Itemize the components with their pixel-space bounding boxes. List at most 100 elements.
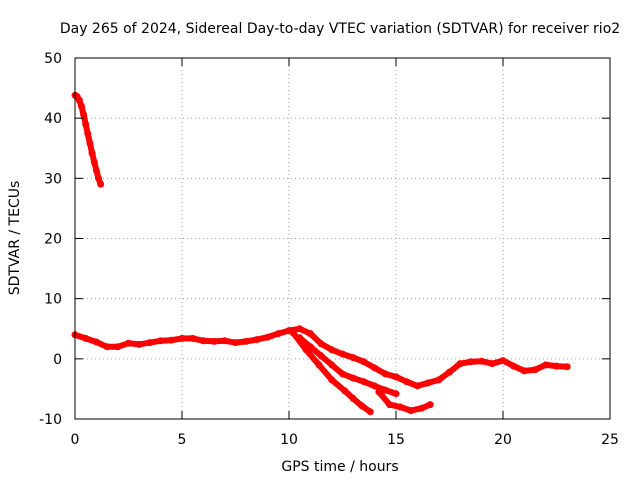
x-tick-label: 25 (601, 432, 619, 448)
data-point (531, 366, 539, 374)
data-point (232, 339, 239, 347)
x-tick-label: 5 (178, 432, 187, 448)
data-point (317, 352, 325, 360)
data-point (328, 346, 336, 354)
data-point (80, 111, 88, 119)
data-point (146, 339, 154, 347)
data-point (366, 408, 374, 416)
y-tick-labels: -10 0 10 20 30 40 50 (39, 51, 62, 428)
data-point (381, 386, 389, 394)
data-point (84, 130, 92, 138)
data-point (306, 343, 314, 351)
data-point (435, 376, 443, 384)
data-point (456, 360, 464, 368)
data-point (446, 368, 453, 376)
data-point (392, 373, 400, 381)
data-point (339, 370, 346, 378)
data-point (92, 167, 100, 174)
data-point (253, 336, 261, 344)
data-point (375, 388, 383, 396)
data-point (90, 158, 98, 166)
x-axis-label: GPS time / hours (281, 459, 398, 475)
data-point (125, 339, 132, 347)
data-point (360, 358, 368, 366)
data-point (315, 361, 323, 369)
data-point (407, 407, 415, 415)
data-point (328, 361, 336, 369)
data-point (92, 338, 100, 346)
data-point (510, 362, 518, 370)
data-point (381, 370, 389, 378)
x-tick-label: 0 (71, 432, 80, 448)
data-point (221, 337, 229, 345)
data-point (488, 360, 496, 368)
data-point (97, 180, 105, 188)
data-point (426, 401, 434, 409)
y-tick-label: 30 (44, 171, 62, 187)
data-point (103, 343, 111, 351)
data-point (95, 174, 102, 182)
plot-background (75, 58, 610, 419)
data-point (88, 149, 96, 157)
data-point (199, 337, 207, 345)
y-tick-label: 50 (44, 51, 62, 67)
y-tick-label: 10 (44, 292, 62, 308)
data-series (71, 91, 571, 416)
data-point (563, 363, 571, 371)
data-point (264, 333, 272, 341)
data-point (114, 343, 122, 351)
data-point (289, 329, 297, 337)
data-point (77, 102, 85, 110)
data-point (553, 362, 560, 370)
data-point (82, 334, 90, 342)
data-point (360, 378, 368, 386)
x-tick-labels: 0 5 10 15 20 25 (71, 432, 619, 448)
x-tick-label: 20 (494, 432, 512, 448)
data-point (242, 337, 250, 345)
data-point (413, 382, 421, 390)
data-point (75, 96, 83, 104)
y-axis-label: SDTVAR / TECUs (7, 181, 23, 296)
data-point (328, 376, 336, 384)
data-point (189, 334, 197, 342)
data-point (499, 357, 507, 365)
chart-title: Day 265 of 2024, Sidereal Day-to-day VTE… (60, 21, 620, 37)
data-point (467, 358, 475, 366)
axis-ticks (74, 57, 611, 420)
data-point (418, 404, 426, 412)
data-point (274, 330, 282, 338)
data-point (371, 382, 379, 390)
data-point (157, 337, 165, 345)
data-point (296, 325, 304, 333)
data-point (520, 367, 528, 375)
data-point (296, 334, 304, 342)
x-tick-label: 15 (387, 432, 405, 448)
data-point (349, 374, 357, 382)
grid-lines (75, 58, 610, 419)
data-point (306, 330, 314, 338)
series-branch-b (296, 334, 399, 397)
data-point (167, 336, 175, 344)
data-point (386, 401, 394, 409)
data-point (178, 334, 186, 342)
data-point (349, 354, 357, 362)
data-point (210, 337, 218, 345)
y-tick-label: 0 (53, 352, 62, 368)
y-tick-label: 40 (44, 111, 62, 127)
y-tick-label: 20 (44, 232, 62, 248)
data-point (86, 139, 94, 147)
data-point (341, 387, 349, 395)
data-point (403, 378, 411, 386)
data-point (135, 340, 143, 348)
data-point (317, 340, 325, 348)
data-point (424, 379, 432, 387)
data-point (358, 402, 366, 410)
data-point (349, 395, 357, 402)
x-tick-label: 10 (280, 432, 298, 448)
y-tick-label: -10 (39, 412, 62, 428)
data-point (339, 350, 346, 358)
data-point (478, 357, 486, 365)
data-point (396, 403, 404, 411)
data-point (371, 364, 379, 372)
